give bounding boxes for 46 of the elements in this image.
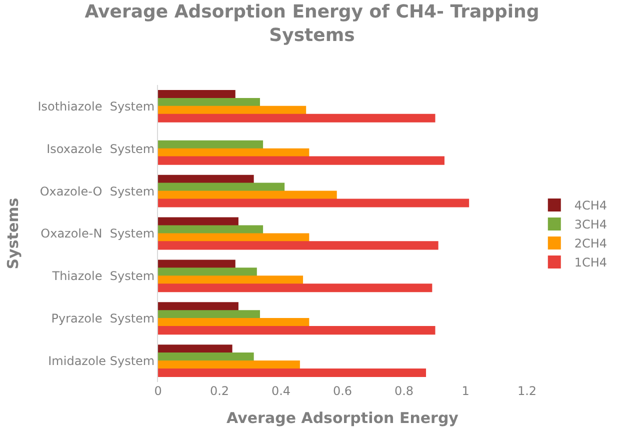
legend-label: 4CH4 — [574, 198, 608, 213]
bar — [158, 284, 432, 292]
bar — [158, 360, 300, 370]
y-axis-title: Systems — [4, 198, 22, 270]
bar — [158, 310, 260, 319]
x-tick-label: 0.6 — [332, 384, 352, 398]
bar — [158, 368, 426, 377]
y-tick-label: Thiazole System — [51, 269, 155, 284]
bar — [158, 233, 310, 242]
bar — [158, 174, 254, 184]
x-tick-label: 0.4 — [271, 384, 291, 398]
bar — [158, 352, 254, 362]
bar — [158, 90, 236, 99]
bar — [158, 318, 310, 327]
y-tick-label: Imidazole System — [48, 354, 155, 368]
y-tick-label: Isothiazole System — [38, 99, 155, 114]
bar — [158, 198, 470, 208]
y-tick-label: Oxazole-N System — [40, 226, 155, 241]
bar — [158, 344, 232, 354]
bar — [158, 241, 438, 250]
bar — [158, 182, 285, 192]
x-tick-label: 0 — [154, 384, 162, 398]
x-axis-title: Average Adsorption Energy — [226, 409, 459, 427]
x-tick-label: 0.2 — [210, 384, 230, 398]
y-tick-label: Pyrazole System — [51, 312, 155, 326]
bar — [158, 276, 304, 284]
bar — [158, 260, 236, 268]
bar — [158, 140, 264, 149]
bar — [158, 302, 238, 311]
chart-title: Average Adsorption Energy of CH4- Trapping Systems — [84, 2, 540, 46]
bar — [158, 98, 260, 107]
x-tick-label: 1 — [462, 384, 470, 398]
legend-label: 1CH4 — [574, 256, 608, 270]
bar — [158, 106, 306, 114]
legend-label: 2CH4 — [574, 236, 608, 251]
y-tick-label: Oxazole-O System — [40, 184, 155, 198]
bar — [158, 156, 444, 165]
bar — [158, 326, 436, 335]
bar — [158, 225, 264, 234]
bar — [158, 268, 257, 276]
bar — [158, 148, 310, 157]
x-tick-label: 0.8 — [394, 384, 414, 398]
y-tick-label: Isoxazole System — [46, 142, 155, 156]
bar — [158, 114, 436, 122]
legend-label: 3CH4 — [574, 218, 608, 232]
x-tick-label: 1.2 — [517, 384, 537, 398]
